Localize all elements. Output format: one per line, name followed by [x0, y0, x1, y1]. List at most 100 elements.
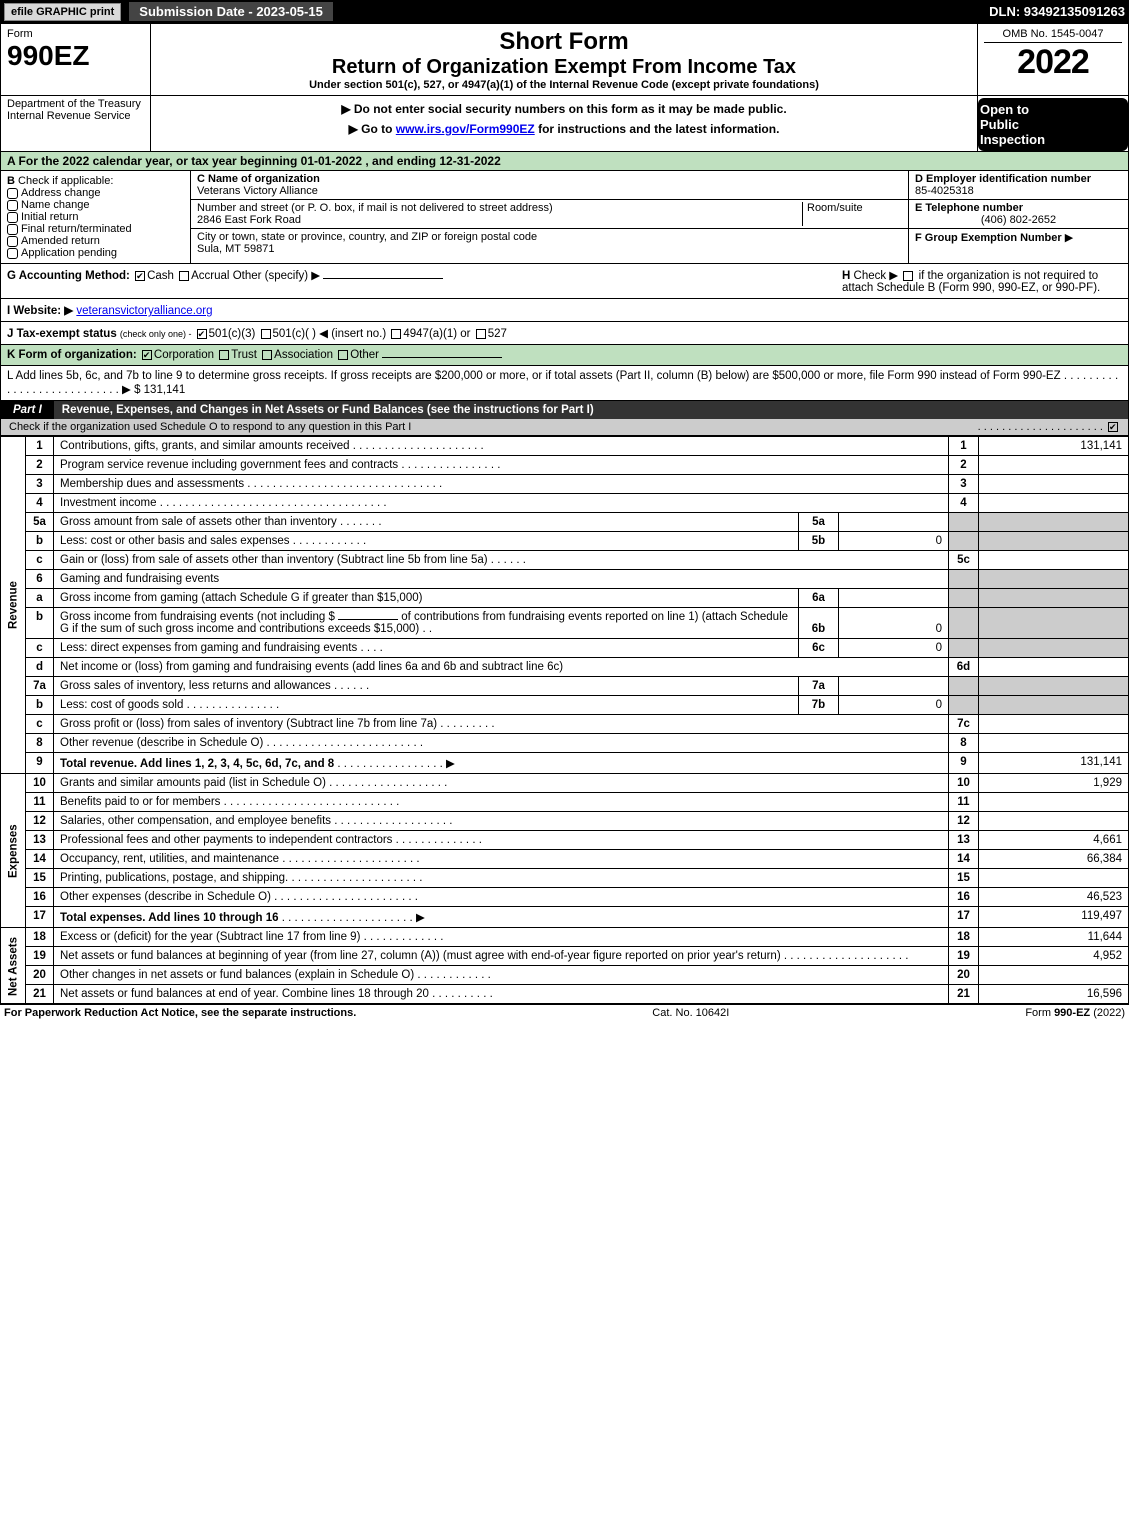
efile-print-button[interactable]: efile GRAPHIC print: [4, 3, 121, 21]
form-header: Form 990EZ Short Form Return of Organiza…: [0, 23, 1129, 96]
dept-treasury: Department of the Treasury Internal Reve…: [1, 96, 151, 151]
cb-501c3[interactable]: [197, 329, 207, 339]
public: Public: [980, 117, 1126, 132]
l6-shaded: [949, 570, 979, 589]
l7b-shaded-amt: [979, 696, 1129, 715]
cb-final-return[interactable]: [7, 224, 18, 235]
l5a-num: 5a: [26, 513, 54, 532]
amended-return: Amended return: [21, 235, 100, 247]
cb-4947[interactable]: [391, 329, 401, 339]
cb-cash[interactable]: [135, 271, 145, 281]
irs-link[interactable]: www.irs.gov/Form990EZ: [396, 122, 535, 136]
l4-text: Investment income . . . . . . . . . . . …: [54, 494, 949, 513]
cb-accrual[interactable]: [179, 271, 189, 281]
l5a-shaded: [949, 513, 979, 532]
l7c-amt: [979, 715, 1129, 734]
note-link-row: ▶ Go to www.irs.gov/Form990EZ for instru…: [157, 122, 971, 136]
instruction-row: Department of the Treasury Internal Reve…: [0, 96, 1129, 152]
l17-rnum: 17: [949, 907, 979, 928]
part1-title: Revenue, Expenses, and Changes in Net As…: [54, 401, 1128, 419]
l21-amt: 16,596: [979, 985, 1129, 1004]
group-label: F Group Exemption Number: [915, 232, 1062, 244]
cb-amended-return[interactable]: [7, 236, 18, 247]
l6b-snum: 6b: [799, 608, 839, 639]
l7b-shaded: [949, 696, 979, 715]
street-row: Number and street (or P. O. box, if mail…: [191, 200, 908, 229]
street-value: 2846 East Fork Road: [197, 214, 301, 226]
l5c-text: Gain or (loss) from sale of assets other…: [54, 551, 949, 570]
l8-text: Other revenue (describe in Schedule O) .…: [54, 734, 949, 753]
cb-corporation[interactable]: [142, 350, 152, 360]
line-l: L Add lines 5b, 6c, and 7b to line 9 to …: [0, 366, 1129, 401]
b-label: B: [7, 175, 15, 187]
part1-sub: Check if the organization used Schedule …: [0, 419, 1129, 436]
cb-527[interactable]: [476, 329, 486, 339]
form-label: Form: [7, 28, 144, 40]
line-i: I Website: ▶ veteransvictoryalliance.org: [0, 299, 1129, 322]
l13-num: 13: [26, 831, 54, 850]
l7c-num: c: [26, 715, 54, 734]
group-arrow-icon: ▶: [1065, 232, 1073, 244]
cb-other-org[interactable]: [338, 350, 348, 360]
l6-text: Gaming and fundraising events: [54, 570, 949, 589]
l17-amt: 119,497: [979, 907, 1129, 928]
l5b-samt: 0: [839, 532, 949, 551]
check-if-applicable: Check if applicable:: [18, 175, 113, 187]
l7c-text: Gross profit or (loss) from sales of inv…: [54, 715, 949, 734]
l6c-num: c: [26, 639, 54, 658]
l7b-snum: 7b: [799, 696, 839, 715]
cb-address-change[interactable]: [7, 188, 18, 199]
line-j: J Tax-exempt status (check only one) - 5…: [0, 322, 1129, 345]
l21-num: 21: [26, 985, 54, 1004]
l1-num: 1: [26, 437, 54, 456]
footer-right: Form 990-EZ (2022): [1025, 1007, 1125, 1019]
note-end: for instructions and the latest informat…: [535, 122, 780, 136]
org-name: Veterans Victory Alliance: [197, 185, 318, 197]
irs-label: Internal Revenue Service: [7, 110, 144, 122]
part1-header: Part I Revenue, Expenses, and Changes in…: [0, 401, 1129, 419]
subtitle: Under section 501(c), 527, or 4947(a)(1)…: [157, 79, 971, 91]
org-name-row: C Name of organization Veterans Victory …: [191, 171, 908, 200]
l5b-text: Less: cost or other basis and sales expe…: [54, 532, 799, 551]
c-name-label: C Name of organization: [197, 173, 320, 185]
note-ssn: ▶ Do not enter social security numbers o…: [157, 102, 971, 116]
cb-schedule-o[interactable]: [1108, 422, 1118, 432]
j-501c: 501(c)( ) ◀ (insert no.): [273, 328, 387, 340]
l13-text: Professional fees and other payments to …: [54, 831, 949, 850]
cb-name-change[interactable]: [7, 200, 18, 211]
l3-rnum: 3: [949, 475, 979, 494]
l14-amt: 66,384: [979, 850, 1129, 869]
l4-amt: [979, 494, 1129, 513]
form-number: 990EZ: [7, 40, 144, 72]
h-label: H: [842, 270, 850, 282]
l15-amt: [979, 869, 1129, 888]
l9-rnum: 9: [949, 753, 979, 774]
cb-initial-return[interactable]: [7, 212, 18, 223]
l5a-samt: [839, 513, 949, 532]
l21-rnum: 21: [949, 985, 979, 1004]
street-label: Number and street (or P. O. box, if mail…: [197, 202, 553, 214]
cb-trust[interactable]: [219, 350, 229, 360]
l2-rnum: 2: [949, 456, 979, 475]
cb-application-pending[interactable]: [7, 248, 18, 259]
cb-schedule-b[interactable]: [903, 271, 913, 281]
header-left: Form 990EZ: [1, 24, 151, 95]
l5b-num: b: [26, 532, 54, 551]
cb-association[interactable]: [262, 350, 272, 360]
l2-amt: [979, 456, 1129, 475]
website-link[interactable]: veteransvictoryalliance.org: [76, 305, 212, 317]
l9-num: 9: [26, 753, 54, 774]
l19-num: 19: [26, 947, 54, 966]
l-amount: $ 131,141: [134, 384, 185, 396]
line-k: K Form of organization: Corporation Trus…: [0, 345, 1129, 366]
j-4947: 4947(a)(1) or: [403, 328, 470, 340]
l6a-shaded-amt: [979, 589, 1129, 608]
cb-501c[interactable]: [261, 329, 271, 339]
group-row: F Group Exemption Number ▶: [909, 229, 1128, 246]
l6c-shaded-amt: [979, 639, 1129, 658]
name-change: Name change: [21, 199, 90, 211]
g-label: G Accounting Method:: [7, 270, 130, 282]
l13-rnum: 13: [949, 831, 979, 850]
l11-rnum: 11: [949, 793, 979, 812]
l3-num: 3: [26, 475, 54, 494]
